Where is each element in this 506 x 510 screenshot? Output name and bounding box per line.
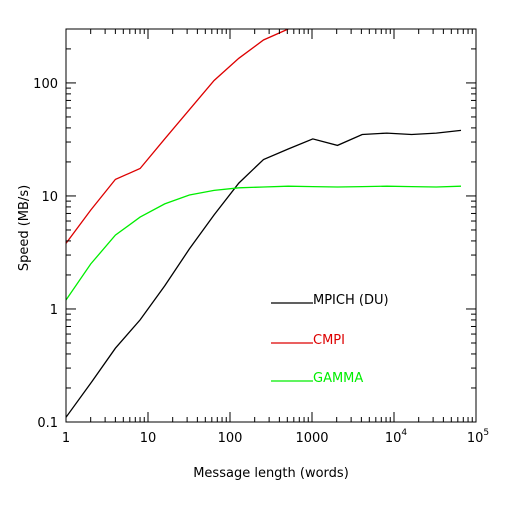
- legend-label: CMPI: [313, 333, 345, 348]
- series-line-1: [66, 129, 462, 418]
- y-tick-label: 100: [33, 77, 58, 92]
- y-tick-label: 1: [50, 303, 58, 318]
- x-tick-label: 100: [218, 431, 243, 446]
- legend-label: MPICH (DU): [313, 293, 389, 308]
- x-axis-label: Message length (words): [193, 466, 349, 481]
- series-layer: [66, 29, 462, 418]
- x-tick-label: 1000: [295, 431, 328, 446]
- x-tick-label: 105: [467, 428, 489, 446]
- x-tick-label: 10: [140, 431, 157, 446]
- axes-layer: 1 10 100 1000 104 105 0.1 1 10 100: [33, 28, 489, 446]
- plot-frame: [65, 28, 477, 423]
- legend: MPICH (DU) CMPI GAMMA: [271, 293, 389, 386]
- y-tick-label: 10: [41, 190, 58, 205]
- series-line-2: [66, 29, 290, 244]
- legend-label: GAMMA: [313, 371, 363, 386]
- x-tick-label: 104: [385, 428, 408, 446]
- x-tick-label: 1: [62, 431, 70, 446]
- y-tick-label: 0.1: [37, 416, 58, 431]
- series-line-3: [66, 185, 462, 301]
- y-axis-label: Speed (MB/s): [17, 185, 32, 271]
